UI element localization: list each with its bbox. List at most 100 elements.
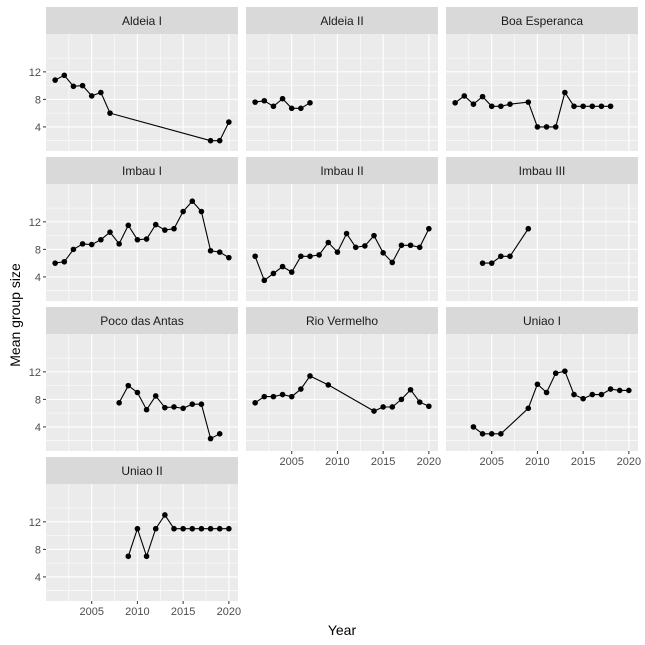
data-point (252, 253, 258, 260)
facet-strip-label: Uniao I (523, 314, 561, 328)
data-point (507, 101, 513, 107)
facet-panel: Imbau III (446, 157, 638, 301)
facet-strip (46, 7, 238, 34)
y-axis-title: Mean group size (7, 263, 23, 367)
data-point (134, 525, 141, 532)
data-point (398, 396, 405, 403)
data-point (343, 230, 350, 237)
data-point (389, 259, 396, 266)
data-point (298, 105, 304, 112)
y-tick-label: 8 (35, 394, 41, 406)
y-tick-label: 4 (35, 272, 41, 284)
facet-strip-label: Uniao II (121, 464, 162, 478)
data-point (598, 391, 605, 398)
data-point (398, 242, 405, 249)
data-point (371, 232, 377, 239)
data-point (352, 244, 359, 251)
data-point (162, 512, 168, 518)
x-tick-label: 2020 (617, 456, 641, 468)
data-point (162, 227, 168, 233)
facet-panel: Aldeia II (246, 7, 438, 151)
data-point (470, 101, 477, 107)
data-point (552, 124, 559, 130)
data-point (252, 99, 258, 105)
data-point (152, 393, 159, 399)
data-point (98, 89, 104, 96)
y-tick-label: 12 (29, 217, 41, 229)
data-point (152, 221, 159, 228)
data-point (279, 263, 286, 270)
data-point (171, 525, 177, 532)
data-point (79, 241, 86, 247)
data-point (270, 393, 277, 400)
data-point (626, 387, 632, 394)
data-point (198, 525, 205, 532)
data-point (589, 391, 596, 398)
data-point (171, 225, 177, 232)
data-point (498, 253, 504, 260)
data-point (334, 249, 341, 255)
data-point (171, 404, 177, 410)
data-point (88, 93, 95, 99)
data-point (288, 105, 295, 112)
data-point (134, 236, 141, 243)
facet-panel: Aldeia I 4 8 12 (29, 7, 238, 151)
data-point (407, 242, 414, 249)
data-point (461, 93, 468, 99)
facet-strip-label: Imbau II (320, 164, 363, 178)
data-point (488, 430, 495, 437)
data-point (61, 72, 68, 79)
data-point (125, 553, 132, 560)
data-point (288, 393, 295, 400)
data-point (552, 370, 559, 377)
series-line (54, 74, 230, 142)
data-point (479, 430, 486, 437)
data-point (389, 404, 396, 410)
facet-panel: Poco das Antas 4 8 12 (29, 307, 238, 451)
data-point (152, 525, 159, 532)
data-point (380, 404, 386, 410)
data-point (416, 399, 423, 405)
facet-panels: Aldeia I 4 8 12 Aldeia II Boa Esperanca Imbau … (29, 7, 641, 618)
data-point (252, 400, 258, 406)
y-tick-label: 8 (35, 544, 41, 556)
data-point (226, 525, 232, 532)
facet-panel: Imbau I 4 8 12 (29, 157, 238, 301)
data-point (407, 386, 414, 393)
data-point (189, 401, 196, 408)
data-point (79, 82, 86, 89)
data-point (143, 553, 150, 560)
data-point (571, 103, 577, 110)
data-point (543, 124, 550, 130)
data-point (479, 260, 486, 266)
data-point (607, 386, 614, 392)
panel-background (446, 184, 638, 301)
data-point (216, 249, 223, 255)
data-point (307, 100, 313, 106)
data-point (362, 243, 368, 249)
data-point (189, 525, 196, 532)
y-tick-label: 12 (29, 67, 41, 79)
data-point (198, 401, 205, 408)
facet-strip-label: Imbau I (122, 164, 162, 178)
x-tick-label: 2005 (79, 606, 103, 618)
facet-strip-label: Boa Esperanca (501, 14, 583, 28)
panel-background (446, 34, 638, 151)
data-point (580, 103, 586, 110)
y-tick-label: 12 (29, 517, 41, 529)
facet-strip (446, 307, 638, 334)
data-point (598, 103, 605, 110)
facet-strip-label: Poco das Antas (100, 314, 183, 328)
x-tick-label: 2015 (571, 456, 595, 468)
x-tick-label: 2015 (171, 606, 195, 618)
data-point (162, 404, 168, 411)
facet-strip-label: Rio Vermelho (306, 314, 378, 328)
panel-background (46, 34, 238, 151)
data-point (607, 103, 614, 110)
data-point (470, 424, 477, 430)
facet-strip (46, 307, 238, 334)
facet-strip-label: Imbau III (519, 164, 566, 178)
data-point (189, 198, 196, 205)
data-point (70, 83, 77, 90)
data-point (207, 137, 214, 144)
